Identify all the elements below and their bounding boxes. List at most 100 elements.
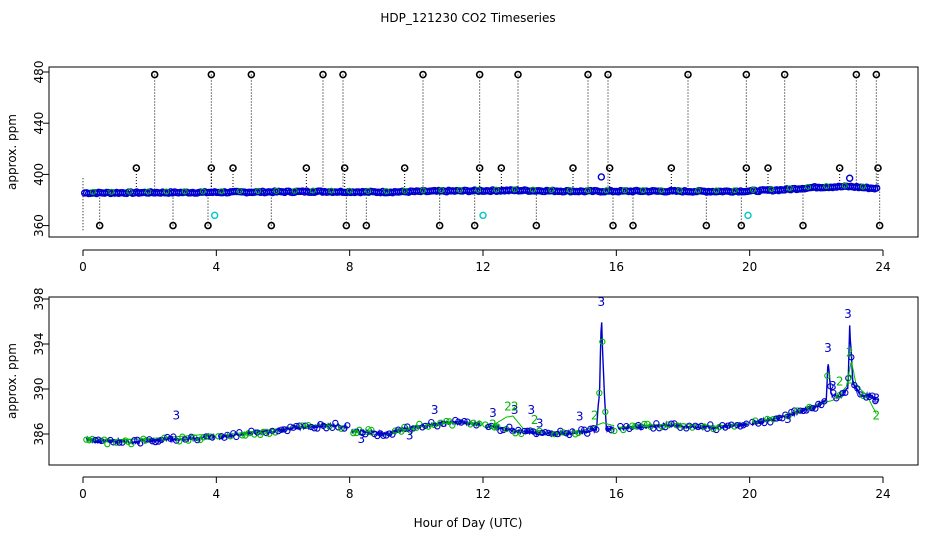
top-data-point-alt <box>658 187 665 194</box>
bottom-data-point <box>458 419 465 426</box>
top-data-point-alt <box>365 187 371 194</box>
bottom-data-point <box>803 407 810 414</box>
top-y-label: approx. ppm <box>5 114 19 190</box>
bottom-data-point <box>761 419 768 427</box>
bottom-data-point <box>83 436 90 443</box>
bottom-data-point <box>857 391 864 398</box>
top-outlier-mid-point <box>229 164 237 172</box>
bottom-data-point <box>314 425 321 432</box>
bottom-data-point <box>506 423 513 430</box>
bottom-data-point <box>485 423 492 431</box>
bottom-data-point <box>710 425 717 433</box>
top-outlier-high-point <box>584 70 592 79</box>
top-outlier-high-point <box>419 70 427 79</box>
bottom-data-point <box>806 403 813 411</box>
bottom-data-point <box>794 407 801 414</box>
top-outlier-low-point <box>95 221 104 230</box>
bottom-data-point <box>263 429 270 437</box>
top-data-point-alt <box>493 186 500 193</box>
bottom-data-point <box>209 434 216 441</box>
bottom-data-point <box>89 435 96 443</box>
bottom-label-2: 2 <box>531 413 539 427</box>
top-outlier-high-point <box>475 70 484 79</box>
top-data-point-alt <box>456 186 463 193</box>
top-outlier-high-point <box>742 70 751 79</box>
bottom-data-point <box>527 427 534 434</box>
top-outlier-low-point <box>267 221 276 230</box>
top-data-point-alt <box>236 188 243 195</box>
bottom-data-point <box>455 418 462 425</box>
top-data-point-alt <box>731 187 738 194</box>
bottom-data-point <box>725 422 732 429</box>
bottom-data-point <box>815 400 822 408</box>
bottom-x-tick-label: 20 <box>742 487 757 501</box>
bottom-label-2: 2 <box>846 372 854 386</box>
bottom-data-point <box>308 423 315 431</box>
bottom-data-point <box>800 407 807 415</box>
bottom-data-point <box>140 435 147 442</box>
bottom-data-point <box>788 408 795 416</box>
bottom-data-point <box>818 401 825 409</box>
bottom-data-point <box>218 432 225 440</box>
top-outlier-mid-point <box>742 164 751 172</box>
bottom-label-3: 3 <box>844 307 852 321</box>
bottom-data-point <box>839 389 846 397</box>
bottom-data-point <box>608 427 615 434</box>
bottom-data-point <box>491 424 498 431</box>
bottom-data-point <box>560 429 567 436</box>
bottom-data-point <box>113 439 120 446</box>
bottom-data-point <box>599 338 606 345</box>
top-outlier-high-point <box>604 70 612 79</box>
top-outlier-low-point <box>342 221 351 230</box>
top-data-point-alt <box>621 187 628 194</box>
top-outlier-mid-point <box>667 164 676 172</box>
top-outlier-high-point <box>207 70 216 79</box>
top-y-tick-label: 440 <box>32 112 46 135</box>
top-data-point-alt <box>603 187 610 194</box>
bottom-data-point <box>845 375 852 382</box>
bottom-label-2: 2 <box>846 345 854 359</box>
top-data-point-alt <box>328 187 335 194</box>
top-outlier-mid-point <box>497 164 506 172</box>
bottom-data-point <box>740 422 747 429</box>
bottom-y-tick-label: 394 <box>32 333 46 356</box>
bottom-data-point <box>137 440 144 447</box>
bottom-data-point <box>827 383 834 390</box>
bottom-data-point <box>194 437 201 444</box>
bottom-data-point <box>236 429 243 436</box>
top-outlier-low-point <box>435 221 444 230</box>
bottom-data-point <box>809 405 816 412</box>
top-data-point-alt <box>585 187 591 194</box>
top-y-tick-label: 360 <box>32 214 46 237</box>
bottom-data-point <box>524 427 531 434</box>
bottom-data-point <box>92 436 99 444</box>
bottom-data-point <box>539 429 546 436</box>
top-data-point-alt <box>181 188 188 195</box>
top-flagged-point <box>597 173 606 181</box>
top-x-tick-label: 24 <box>875 260 890 274</box>
bottom-data-point <box>359 429 366 437</box>
top-data-point-alt <box>401 187 408 194</box>
bottom-label-3: 3 <box>598 295 606 309</box>
bottom-data-point <box>284 427 291 435</box>
bottom-data-point <box>296 422 303 429</box>
top-flagged-point <box>845 174 854 182</box>
bottom-data-point <box>389 431 396 438</box>
top-outlier-low-point <box>204 221 212 230</box>
bottom-y-tick-label: 390 <box>32 378 46 401</box>
bottom-data-point <box>104 441 111 448</box>
bottom-y-label: approx. ppm <box>5 343 19 419</box>
bottom-data-point <box>521 427 528 435</box>
bottom-data-point <box>854 385 861 392</box>
bottom-data-point <box>620 426 627 434</box>
bottom-data-point <box>461 417 468 425</box>
top-outlier-high-point <box>319 70 327 79</box>
bottom-data-point <box>779 415 786 422</box>
bottom-data-point <box>110 439 117 446</box>
bottom-data-point <box>311 425 318 432</box>
chart-title: HDP_121230 CO2 Timeseries <box>380 11 555 25</box>
bottom-data-point <box>419 424 426 431</box>
top-data-point-alt <box>163 188 170 195</box>
bottom-data-point <box>410 425 417 432</box>
